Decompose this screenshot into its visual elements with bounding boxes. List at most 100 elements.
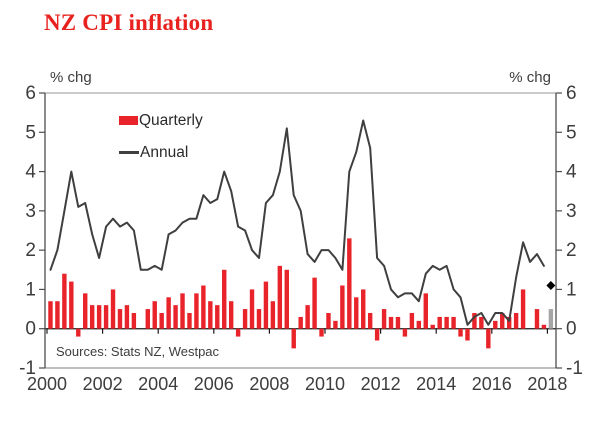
bar-2014Q1	[437, 316, 442, 329]
bar-2010Q1	[326, 313, 331, 329]
bar-2012Q1	[381, 309, 387, 329]
legend: Quarterly Annual	[119, 111, 203, 162]
bar-2016Q1	[493, 320, 498, 329]
y-axis-label-left: -1	[19, 358, 36, 379]
bar-2009Q4	[319, 328, 324, 337]
bar-2013Q4	[430, 324, 435, 329]
bar-2012Q2	[388, 316, 394, 329]
annual-line	[49, 119, 545, 326]
y-axis-label-left: 1	[25, 279, 36, 300]
y-axis-label-left: 4	[25, 162, 36, 183]
bar-2017Q4	[541, 324, 547, 329]
annual-line-swatch-icon	[119, 151, 139, 154]
bar-2003Q1	[131, 313, 137, 329]
bar-2004Q4	[180, 293, 185, 329]
bar-2011Q2	[361, 289, 366, 329]
bar-2015Q3	[479, 316, 484, 329]
x-axis-label: 2000	[27, 374, 67, 394]
bar-2009Q3	[312, 277, 317, 329]
bar-2016Q2	[500, 313, 505, 329]
bar-2012Q4	[402, 328, 408, 337]
bar-2005Q1	[187, 313, 192, 329]
bar-2011Q3	[367, 313, 373, 329]
bar-2010Q2	[333, 320, 338, 329]
y-axis-unit-left: % chg	[50, 69, 92, 86]
x-axis-label: 2016	[472, 374, 512, 394]
y-axis-unit-right: % chg	[509, 69, 551, 86]
bar-2002Q4	[124, 305, 130, 329]
bar-2001Q4	[96, 305, 102, 329]
y-axis-label-left: 0	[25, 319, 36, 340]
bar-2005Q4	[208, 301, 213, 329]
bar-2013Q3	[423, 293, 428, 329]
bar-2007Q1	[242, 309, 248, 329]
x-axis-label: 2010	[305, 374, 345, 394]
bar-2011Q4	[374, 328, 380, 341]
bar-2000Q4	[69, 281, 74, 329]
bar-2001Q2	[83, 293, 88, 329]
bar-2008Q4	[291, 328, 296, 349]
bar-2001Q1	[76, 328, 81, 337]
bar-2004Q2	[166, 297, 171, 329]
bar-2013Q1	[409, 313, 415, 329]
bar-2006Q4	[235, 328, 241, 337]
legend-item-annual: Annual	[119, 143, 203, 162]
bar-2008Q3	[284, 269, 289, 329]
bar-2013Q2	[416, 320, 422, 329]
x-axis-label: 2012	[361, 374, 401, 394]
bar-2015Q1	[465, 328, 470, 341]
bar-2008Q2	[277, 265, 283, 329]
bar-2005Q2	[194, 293, 199, 329]
bar-2000Q1	[48, 301, 53, 329]
y-axis-label-right: 5	[566, 122, 577, 143]
x-axis-label: 2002	[83, 374, 123, 394]
bar-2009Q1	[298, 316, 303, 329]
chart-title: NZ CPI inflation	[44, 10, 214, 35]
bar-2000Q3	[62, 273, 67, 329]
bar-2009Q2	[305, 305, 310, 329]
y-axis-label-right: 3	[566, 201, 577, 222]
bar-2006Q2	[222, 269, 227, 329]
x-axis-label: 2008	[249, 374, 289, 394]
bar-2017Q1	[520, 289, 526, 329]
bar-2002Q3	[117, 309, 123, 329]
bar-2014Q4	[458, 328, 463, 337]
bar-2003Q3	[145, 309, 150, 329]
bar-2002Q1	[103, 305, 109, 329]
x-axis-label: 2014	[416, 374, 456, 394]
legend-annual-label: Annual	[140, 143, 189, 161]
bar-2008Q1	[270, 301, 276, 329]
bar-2007Q4	[263, 281, 269, 329]
y-axis-label-right: 0	[566, 319, 577, 340]
legend-quarterly-label: Quarterly	[139, 111, 203, 129]
y-axis-label-right: 4	[566, 162, 577, 183]
bar-2010Q4	[347, 238, 352, 329]
bar-2016Q4	[513, 313, 519, 329]
bar-2006Q1	[215, 305, 220, 329]
bar-2011Q1	[354, 297, 359, 329]
bar-2007Q3	[256, 309, 262, 329]
y-axis-label-right: -1	[566, 358, 583, 379]
bar-2012Q3	[395, 316, 401, 329]
bar-2000Q2	[55, 301, 60, 329]
bar-2004Q3	[173, 305, 178, 329]
x-axis-label: 2004	[138, 374, 178, 394]
bar-2015Q4	[486, 328, 491, 349]
bar-2017Q3	[534, 309, 540, 329]
bar-2014Q3	[451, 316, 456, 329]
quarterly-bar-swatch-icon	[119, 116, 138, 125]
bar-forecast-2018Q1	[548, 309, 554, 329]
bar-2003Q4	[152, 301, 157, 329]
annual-forecast-diamond	[546, 281, 556, 290]
x-axis-label: 2006	[194, 374, 234, 394]
bar-2014Q2	[444, 316, 449, 329]
bar-2007Q2	[249, 289, 255, 329]
bar-2006Q3	[228, 301, 234, 329]
y-axis-label-right: 2	[566, 240, 577, 261]
y-axis-label-left: 3	[25, 201, 36, 222]
bar-2002Q2	[110, 289, 116, 329]
bar-2015Q2	[472, 313, 477, 329]
bar-2010Q3	[340, 285, 345, 329]
y-axis-label-left: 2	[25, 240, 36, 261]
